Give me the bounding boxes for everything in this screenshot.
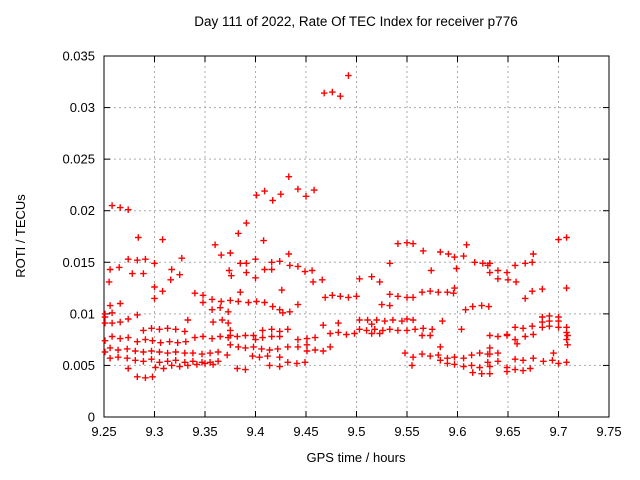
- x-tick-label: 9.6: [448, 424, 466, 439]
- x-tick-label: 9.25: [91, 424, 116, 439]
- y-axis-label: ROTI / TECUs: [13, 194, 28, 278]
- x-tick-label: 9.45: [293, 424, 318, 439]
- x-tick-label: 9.7: [549, 424, 567, 439]
- y-tick-label: 0.02: [70, 203, 95, 218]
- y-tick-label: 0.015: [62, 255, 95, 270]
- y-tick-label: 0.03: [70, 100, 95, 115]
- x-axis-label: GPS time / hours: [307, 450, 406, 465]
- x-tick-label: 9.55: [394, 424, 419, 439]
- y-tick-label: 0.025: [62, 152, 95, 167]
- x-tick-label: 9.35: [192, 424, 217, 439]
- data-points-path: [101, 72, 571, 382]
- chart-title: Day 111 of 2022, Rate Of TEC Index for r…: [194, 14, 517, 29]
- tick-labels: 9.25 9.3 9.35 9.4 9.45 9.5 9.55 9.6 9.65 9.7 9.75 0…: [62, 49, 621, 440]
- x-tick-label: 9.75: [596, 424, 621, 439]
- x-tick-label: 9.3: [145, 424, 163, 439]
- x-tick-label: 9.4: [246, 424, 264, 439]
- x-tick-label: 9.5: [347, 424, 365, 439]
- y-tick-label: 0.035: [62, 49, 95, 64]
- x-tick-label: 9.65: [495, 424, 520, 439]
- y-tick-label: 0.01: [70, 306, 95, 321]
- gridlines: [104, 56, 609, 417]
- data-points: [101, 72, 571, 382]
- y-tick-label: 0.005: [62, 358, 95, 373]
- plot-border: [103, 55, 610, 418]
- y-tick-label: 0: [88, 410, 95, 425]
